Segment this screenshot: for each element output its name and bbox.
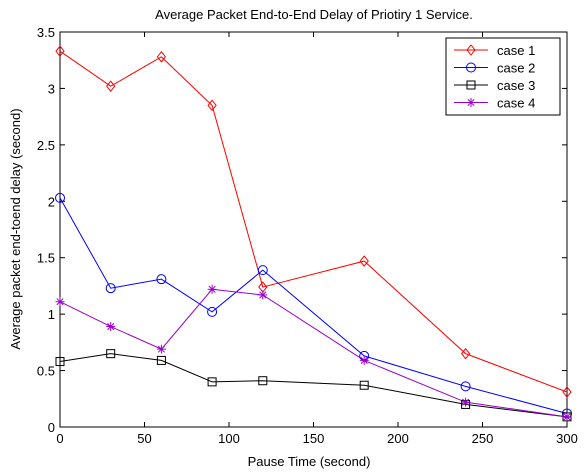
data-point-case-4 [359,355,369,365]
legend-marker-case-3 [466,80,476,90]
data-point-case-4 [258,290,268,300]
series-lines [59,50,568,418]
series-markers [55,45,572,422]
x-tick-label: 100 [218,431,240,446]
y-tick-label: 3.5 [37,25,55,40]
data-point-case-3 [207,377,217,387]
data-point-case-3 [359,380,369,390]
data-point-case-1 [460,347,471,360]
x-axis: 0 50 100 150 200 250 300 [56,32,578,446]
data-point-case-1 [156,51,167,63]
legend-marker-case-2 [466,62,476,73]
y-tick-label: 1 [48,307,55,322]
data-point-case-2 [55,192,65,203]
series-line-case-3 [59,353,568,418]
legend-label-case-2: case 2 [497,61,535,76]
data-point-case-2 [156,274,167,285]
series-line-case-1 [59,50,568,393]
y-tick-label: 2 [48,194,55,209]
y-axis-label: Average packet end-toend delay (second) [8,108,23,349]
series-line-case-4 [59,288,568,418]
data-point-case-1 [207,99,217,112]
y-axis: 0 0.5 1 1.5 2 2.5 3 3.5 [37,25,567,435]
legend-label-case-1: case 1 [497,43,535,58]
legend: case 1 case 2 case 3 case 4 [445,37,561,116]
x-tick-label: 200 [387,431,409,446]
x-tick-label: 300 [556,431,578,446]
y-tick-label: 2.5 [37,138,55,153]
data-point-case-2 [105,283,116,294]
data-point-case-2 [460,381,471,392]
data-point-case-1 [106,80,116,92]
data-point-case-4 [207,284,217,294]
data-point-case-2 [257,265,268,276]
y-tick-label: 0 [48,420,55,435]
series-line-case-2 [59,197,568,414]
data-point-case-3 [258,376,268,386]
y-tick-label: 3 [48,81,55,96]
legend-label-case-3: case 3 [497,78,535,93]
data-point-case-4 [55,297,65,307]
legend-label-case-4: case 4 [497,96,535,111]
chart-title: Average Packet End-to-End Delay of Priot… [155,7,473,22]
data-point-case-1 [562,386,572,398]
x-tick-label: 0 [56,431,63,446]
x-axis-label: Pause Time (second) [248,454,371,469]
data-point-case-3 [156,355,166,365]
x-tick-label: 50 [137,431,151,446]
data-point-case-4 [106,322,116,332]
x-tick-label: 250 [472,431,494,446]
data-point-case-1 [55,45,65,57]
data-point-case-4 [461,397,471,407]
y-tick-label: 0.5 [37,364,55,379]
legend-marker-case-1 [466,44,476,56]
data-point-case-3 [55,357,65,367]
data-point-case-4 [562,412,572,422]
data-point-case-4 [156,344,166,354]
data-point-case-3 [106,349,116,359]
data-point-case-2 [207,306,218,317]
y-tick-label: 1.5 [37,251,55,266]
legend-marker-case-4 [466,98,476,107]
data-point-case-1 [359,255,369,267]
x-tick-label: 150 [303,431,325,446]
